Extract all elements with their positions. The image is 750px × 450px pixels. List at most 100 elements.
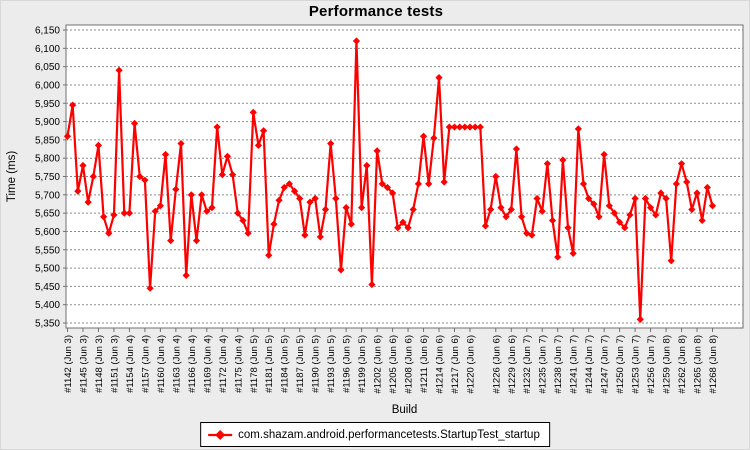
data-point-marker [213, 123, 221, 131]
y-tick-label: 5,400 [35, 300, 60, 311]
data-point-marker [378, 180, 386, 188]
x-tick-label: #1184 (Jun 5) [280, 335, 291, 393]
data-point-marker [693, 189, 701, 197]
data-point-marker [425, 180, 433, 188]
x-tick-label: #1259 (Jun 8) [662, 335, 673, 394]
x-tick-label: #1145 (Jun 3) [78, 335, 89, 393]
data-point-marker [244, 229, 252, 237]
data-point-marker [621, 224, 629, 232]
y-tick-label: 5,350 [35, 319, 60, 330]
data-point-marker [435, 74, 443, 82]
data-point-marker [94, 141, 103, 149]
y-tick-label: 5,850 [35, 135, 60, 146]
x-tick-label: #1196 (Jun 5) [342, 335, 353, 393]
data-point-marker [327, 139, 335, 148]
data-point-marker [507, 205, 515, 214]
y-tick-label: 5,500 [35, 264, 60, 275]
data-point-marker [275, 196, 283, 204]
data-point-marker [559, 156, 567, 164]
data-point-marker [130, 119, 139, 127]
data-point-marker [285, 180, 293, 188]
data-point-marker [414, 180, 422, 188]
data-point-marker [409, 205, 417, 214]
data-point-marker [450, 123, 459, 131]
x-tick-label: #1229 (Jun 6) [507, 335, 518, 394]
x-tick-label: #1253 (Jun 7) [631, 335, 642, 394]
data-point-marker [79, 161, 87, 170]
x-tick-label: #1214 (Jun 6) [435, 335, 446, 394]
data-point-marker [321, 205, 330, 214]
data-point-marker [342, 204, 350, 212]
data-point-marker [481, 222, 490, 230]
data-point-marker [662, 194, 670, 203]
data-point-marker [177, 139, 185, 148]
data-point-marker [605, 202, 613, 210]
data-point-marker [69, 101, 77, 109]
x-tick-label: #1256 (Jun 7) [646, 335, 657, 394]
data-point-marker [646, 204, 655, 212]
data-point-marker [383, 183, 392, 192]
data-point-marker [631, 194, 639, 203]
data-point-marker [430, 134, 438, 142]
chart-title: Performance tests [308, 3, 444, 20]
x-tick-label: #1202 (Jun 6) [373, 335, 384, 394]
data-point-marker [703, 183, 711, 192]
x-tick-label: #1172 (Jun 4) [218, 335, 229, 393]
data-point-marker [218, 171, 226, 179]
x-tick-label: #1142 (Jun 3) [63, 335, 74, 393]
data-point-marker [574, 125, 582, 133]
y-tick-label: 5,700 [35, 190, 60, 201]
data-point-marker [136, 172, 144, 181]
x-tick-label: #1178 (Jun 5) [249, 335, 260, 393]
data-point-marker [368, 280, 376, 289]
x-tick-label: #1247 (Jun 7) [600, 335, 611, 394]
data-point-marker [161, 150, 170, 159]
data-point-marker [203, 207, 211, 215]
y-tick-label: 5,800 [35, 154, 60, 165]
data-point-marker [192, 236, 201, 245]
data-point-marker [399, 218, 407, 226]
data-point-marker [688, 205, 696, 214]
y-tick-label: 5,600 [35, 227, 60, 238]
data-point-marker [115, 66, 123, 74]
y-tick-label: 5,900 [35, 117, 60, 128]
x-tick-label: #1154 (Jun 4) [125, 335, 136, 393]
data-point-marker [100, 213, 108, 221]
data-point-marker [667, 257, 675, 265]
y-tick-label: 6,000 [35, 80, 60, 91]
data-point-marker [698, 216, 706, 225]
x-tick-label: #1151 (Jun 3) [109, 335, 120, 393]
data-point-marker [234, 209, 242, 217]
x-tick-label: #1250 (Jun 7) [615, 335, 626, 394]
data-point-marker [63, 132, 72, 140]
data-point-marker [502, 213, 510, 221]
legend-series-marker-icon [208, 429, 233, 440]
data-point-marker [280, 183, 288, 192]
data-point-marker [492, 172, 500, 181]
data-point-marker [440, 178, 448, 186]
data-point-marker [636, 315, 644, 323]
data-point-marker [296, 194, 304, 203]
y-tick-label: 5,650 [35, 209, 60, 220]
x-tick-label: #1181 (Jun 5) [264, 335, 275, 393]
data-point-marker [358, 204, 366, 212]
x-tick-label: #1190 (Jun 5) [311, 335, 322, 393]
data-point-marker [208, 204, 216, 212]
data-point-marker [125, 209, 134, 217]
data-point-marker [249, 108, 257, 117]
data-point-marker [585, 194, 593, 203]
data-point-marker [105, 229, 113, 237]
data-point-marker [301, 231, 309, 239]
data-point-marker [270, 220, 278, 228]
data-point-marker [141, 176, 149, 184]
data-point-marker [156, 202, 164, 210]
data-point-marker [456, 123, 464, 131]
data-point-marker [610, 209, 619, 217]
data-point-marker [198, 191, 206, 199]
data-point-marker [564, 224, 572, 232]
data-point-marker [74, 187, 82, 195]
y-tick-label: 5,550 [35, 245, 60, 256]
x-tick-label: #1244 (Jun 7) [584, 335, 595, 394]
